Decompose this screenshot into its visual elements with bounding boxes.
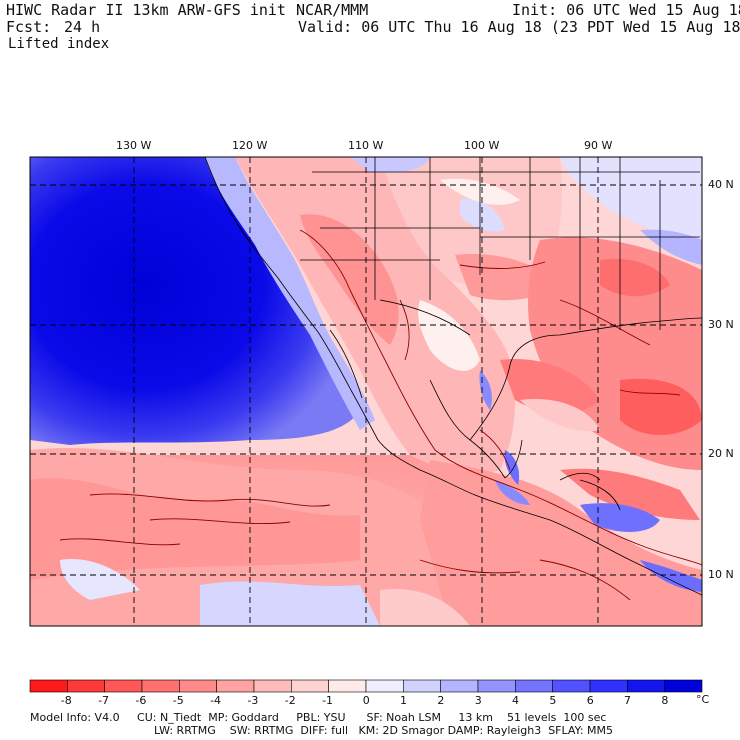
colorbar-tick: 1 [400, 694, 408, 707]
colorbar-swatch [253, 679, 292, 693]
colorbar-swatch [29, 679, 68, 693]
colorbar-swatch [477, 679, 516, 693]
lon-label-90w: 90 W [584, 139, 613, 152]
lon-label-100w: 100 W [464, 139, 500, 152]
forecast-label: Fcst: [6, 18, 52, 36]
colorbar-swatch [365, 679, 404, 693]
colorbar-swatch [328, 679, 367, 693]
colorbar [29, 679, 703, 693]
colorbar-tick: 0 [362, 694, 370, 707]
colorbar-tick: -6 [135, 694, 147, 707]
colorbar-tick: 6 [586, 694, 594, 707]
lon-label-120w: 120 W [232, 139, 268, 152]
colorbar-tick: 8 [661, 694, 669, 707]
colorbar-tick: -2 [284, 694, 296, 707]
colorbar-tick: 4 [512, 694, 520, 707]
init-time: Init: 06 UTC Wed 15 Aug 18 [512, 1, 740, 19]
colorbar-swatch [67, 679, 105, 693]
colorbar-swatch [403, 679, 441, 693]
colorbar-tick: 2 [437, 694, 445, 707]
colorbar-swatch [664, 679, 703, 693]
colorbar-swatch [179, 679, 217, 693]
colorbar-unit: °C [696, 693, 710, 706]
lat-label-30n: 30 N [708, 318, 734, 331]
colorbar-swatch [515, 679, 553, 693]
colorbar-swatch [589, 679, 628, 693]
model-info-line-2: LW: RRTMG SW: RRTMG DIFF: full KM: 2D Sm… [154, 724, 614, 737]
forecast-value: 24 h [64, 18, 101, 36]
colorbar-swatch [552, 679, 591, 693]
lat-label-10n: 10 N [708, 568, 734, 581]
colorbar-tick: -4 [210, 694, 222, 707]
lon-label-110w: 110 W [348, 139, 384, 152]
colorbar-swatch [104, 679, 143, 693]
organization: NCAR/MMM [296, 1, 369, 19]
colorbar-tick: 5 [549, 694, 557, 707]
colorbar-tick: 3 [474, 694, 482, 707]
colorbar-tick: -7 [98, 694, 110, 707]
colorbar-swatch [291, 679, 329, 693]
colorbar-swatch [440, 679, 479, 693]
colorbar-swatch [216, 679, 255, 693]
lat-label-20n: 20 N [708, 447, 734, 460]
colorbar-swatch [141, 679, 180, 693]
field-name: Lifted index [8, 36, 110, 52]
colorbar-tick: -1 [322, 694, 334, 707]
colorbar-tick: -3 [247, 694, 259, 707]
colorbar-tick: 7 [624, 694, 632, 707]
model-title: HIWC Radar II 13km ARW-GFS init [6, 1, 286, 19]
colorbar-tick: -8 [60, 694, 72, 707]
lat-label-40n: 40 N [708, 178, 734, 191]
colorbar-swatch [627, 679, 665, 693]
lon-label-130w: 130 W [116, 139, 152, 152]
model-info-line-1: Model Info: V4.0 CU: N_Tiedt MP: Goddard… [30, 711, 607, 724]
valid-time: Valid: 06 UTC Thu 16 Aug 18 (23 PDT Wed … [298, 18, 740, 36]
colorbar-tick: -5 [172, 694, 184, 707]
